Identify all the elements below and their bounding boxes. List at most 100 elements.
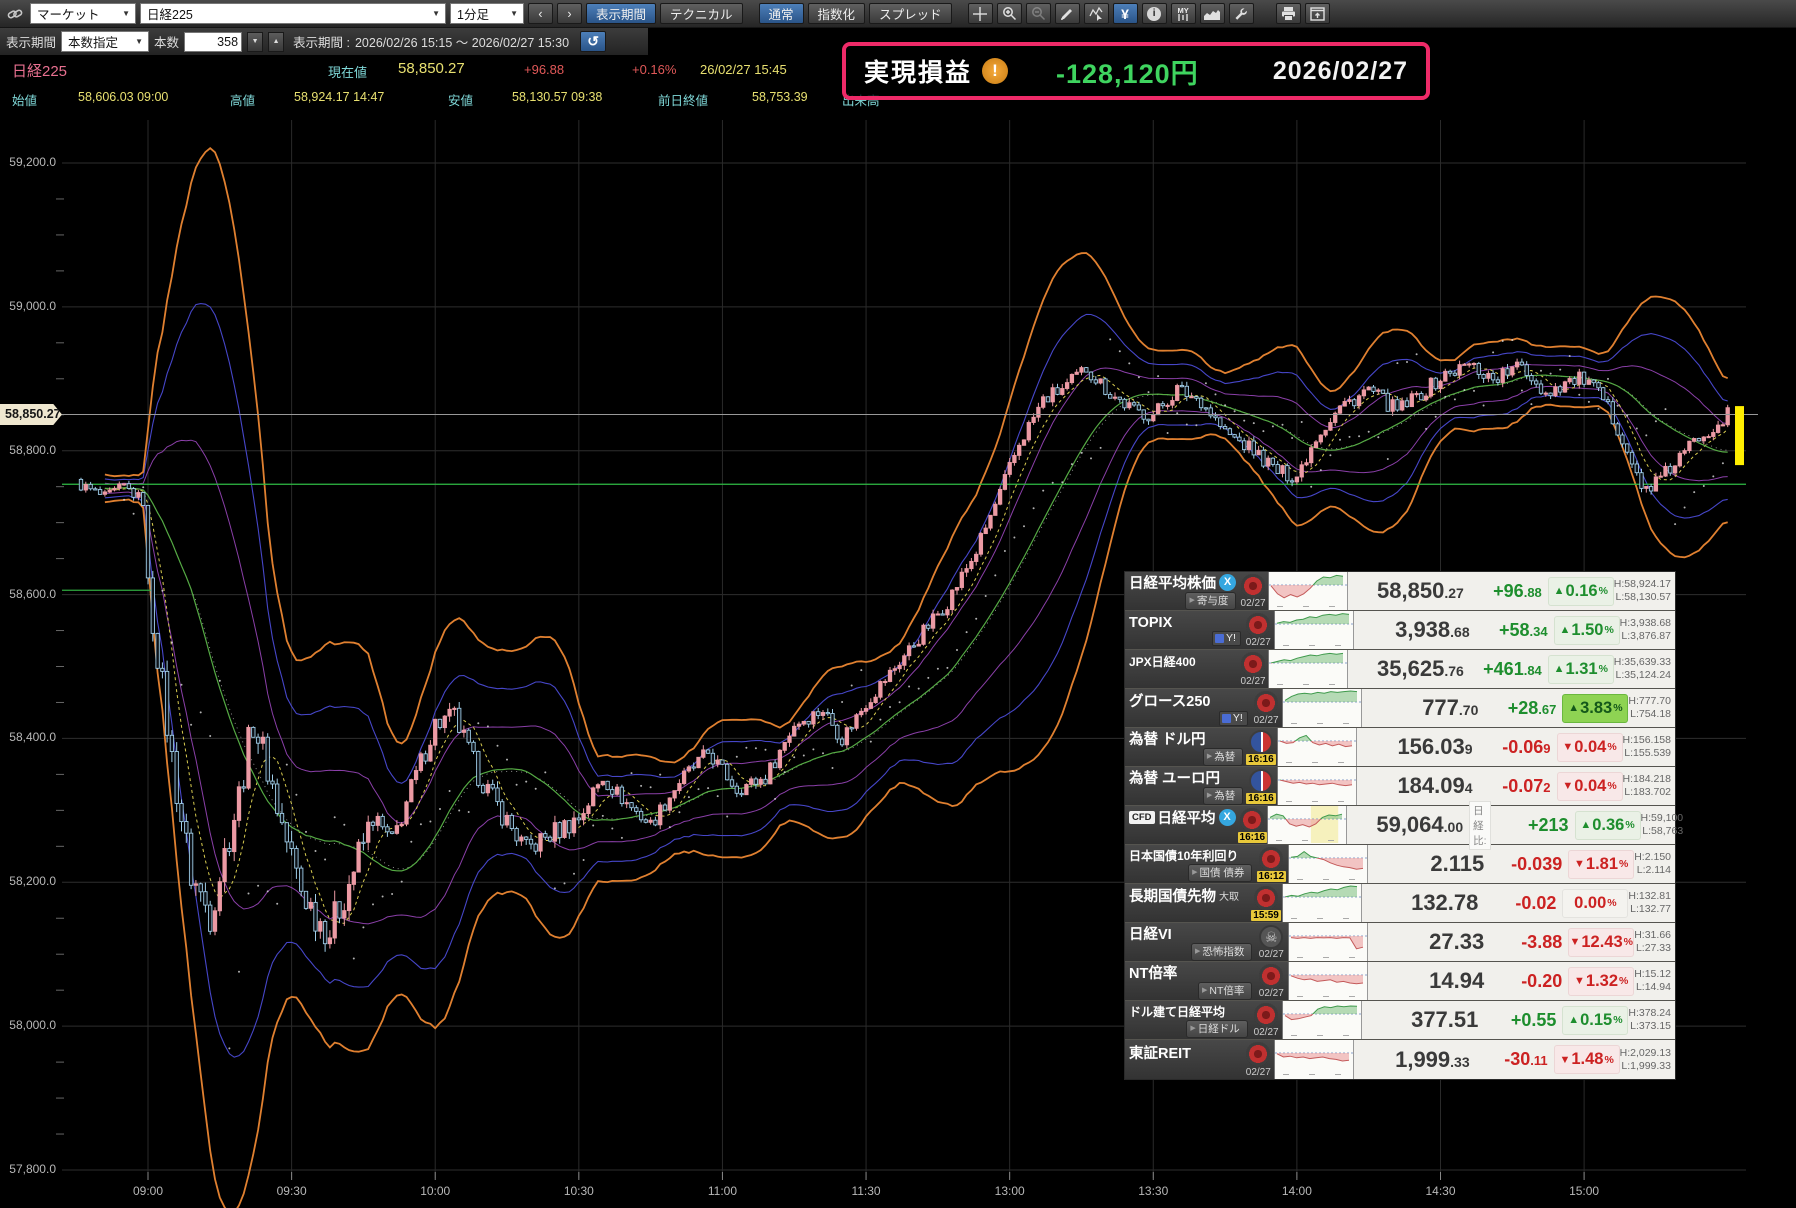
- count-decrement-button[interactable]: ▼: [247, 31, 264, 52]
- current-price-tag: 58,850.27: [0, 404, 62, 425]
- quote-timestamp: 02/27: [1253, 715, 1279, 726]
- symbol-select-value: 日経225: [147, 8, 193, 22]
- direction-triangle-icon: ▼: [1559, 1053, 1571, 1066]
- direction-triangle-icon: ▲: [1568, 1014, 1580, 1026]
- watchlist-row[interactable]: 為替 ドル円 ▶ 為替 16:16 156.039 -0.069 ▼ 0.04% H…: [1125, 728, 1675, 767]
- instrument-name: JPX日経400: [1129, 655, 1196, 669]
- link-icon[interactable]: [4, 3, 26, 25]
- watchlist-row[interactable]: ドル建て日経平均 ▶ 日経ドル 02/27 377.51 +0.55 ▲ 0.15%…: [1125, 1001, 1675, 1040]
- watchlist-row[interactable]: 東証REIT 02/27 1,999.33 -30.11 ▼ 1.48% H:2,…: [1125, 1040, 1675, 1079]
- x-share-icon[interactable]: X: [1218, 809, 1236, 826]
- popup-window-button[interactable]: [1304, 3, 1330, 24]
- next-button[interactable]: ›: [557, 3, 582, 24]
- draw-button[interactable]: [1054, 3, 1080, 24]
- instrument-value: 3,938.68: [1395, 617, 1470, 642]
- mini-chart: [1288, 845, 1369, 883]
- x-axis-label: 13:00: [994, 1184, 1025, 1198]
- watchlist-row[interactable]: 為替 ユーロ円 ▶ 為替 16:16 184.094 -0.072 ▼ 0.04% …: [1125, 767, 1675, 806]
- period-label: 表示期間: [6, 36, 57, 50]
- y-axis-label: 59,000.0: [9, 298, 56, 313]
- watchlist-row[interactable]: グロース250 Y! 02/27 777.70 +28.67 ▲ 3.83% H:…: [1125, 689, 1675, 728]
- technical-button[interactable]: テクニカル: [660, 3, 743, 24]
- instrument-name: NT倍率: [1129, 966, 1178, 983]
- spread-mode-button[interactable]: スプレッド: [869, 3, 952, 24]
- watchlist-row[interactable]: CFD 日経平均 X 16:16 59,064.00 日経比: +213 ▲ 0.…: [1125, 800, 1683, 850]
- instrument-value: 777.70: [1422, 695, 1479, 720]
- market-select[interactable]: マーケット ▼: [30, 3, 136, 24]
- count-increment-button[interactable]: ▲: [268, 31, 285, 52]
- direction-triangle-icon: ▼: [1574, 975, 1585, 987]
- instrument-value: 132.78: [1411, 890, 1479, 915]
- mini-chart: [1273, 611, 1354, 649]
- print-button[interactable]: [1275, 3, 1301, 24]
- crosshair-button[interactable]: [967, 3, 993, 24]
- arrow-right-icon: ▶: [1192, 869, 1198, 876]
- period-mode-select[interactable]: 本数指定 ▼: [61, 31, 150, 52]
- area-chart-icon: [1204, 9, 1221, 20]
- instrument-change: -0.039: [1511, 853, 1563, 874]
- quote-timestamp: 02/27: [1245, 1067, 1271, 1078]
- watchlist-row[interactable]: 日本国債10年利回り ▶ 国債 債券 16:12 2.115 -0.039 ▼ 1.…: [1125, 845, 1675, 884]
- high-low: H:35,639.33 L:35,124.24: [1613, 656, 1671, 681]
- bar-count-input[interactable]: [184, 31, 243, 52]
- sub-link-button[interactable]: ▶ 為替: [1202, 786, 1244, 805]
- yahoo-finance-button[interactable]: Y!: [1212, 631, 1241, 646]
- instrument-value: 35,625.76: [1377, 656, 1464, 681]
- prev-button[interactable]: ‹: [528, 3, 553, 24]
- instrument-value: 1,999.33: [1395, 1046, 1470, 1072]
- interval-select[interactable]: 1分足 ▼: [450, 3, 524, 24]
- alert-icon[interactable]: !: [982, 58, 1009, 84]
- direction-triangle-icon: ▼: [1562, 780, 1574, 792]
- normal-mode-button[interactable]: 通常: [758, 3, 804, 24]
- info-button[interactable]: i: [1141, 3, 1167, 24]
- sub-link-button[interactable]: ▶ 日経ドル: [1186, 1019, 1248, 1038]
- x-share-icon[interactable]: X: [1219, 574, 1236, 592]
- watchlist-row[interactable]: 日経VI ▶ 恐怖指数 ☠ 02/27 27.33 -3.88 ▼ 12.43% H…: [1125, 923, 1675, 962]
- chevron-down-icon: ▼: [510, 9, 518, 18]
- my-settings-button[interactable]: MY: [1170, 3, 1196, 24]
- display-period-button[interactable]: 表示期間: [586, 3, 657, 24]
- exchange-suffix: 大取: [1219, 892, 1239, 903]
- pnl-value: -128,120円: [1056, 58, 1199, 89]
- instrument-name: 長期国債先物: [1129, 889, 1216, 905]
- watchlist-row[interactable]: 日経平均株価 X ▶ 寄与度 02/27 58,850.27 +96.88 ▲ 0.…: [1125, 572, 1675, 611]
- yen-display-button[interactable]: ¥: [1112, 3, 1138, 24]
- sub-link-button[interactable]: ▶ 国債 債券: [1188, 863, 1253, 882]
- sub-link-button[interactable]: ▶ 寄与度: [1185, 591, 1237, 610]
- sub-link-button[interactable]: ▶ NT倍率: [1198, 981, 1253, 1000]
- indexed-mode-button[interactable]: 指数化: [807, 3, 866, 24]
- watchlist-row[interactable]: JPX日経400 02/27 35,625.76 +461.84 ▲ 1.31% …: [1125, 650, 1675, 689]
- watchlist-row[interactable]: TOPIX Y! 02/27 3,938.68 +58.34 ▲ 1.50% H:…: [1125, 611, 1675, 650]
- watchlist-row[interactable]: 長期国債先物 大取 15:59 132.78 -0.02 0.00% H:132…: [1125, 884, 1675, 923]
- high-low: H:184.218 L:183.702: [1622, 773, 1671, 798]
- chart-style-button[interactable]: [1199, 3, 1225, 24]
- watchlist-row[interactable]: NT倍率 ▶ NT倍率 02/27 14.94 -0.20 ▼ 1.32% H:15…: [1125, 962, 1675, 1001]
- zoom-out-icon: [1031, 7, 1045, 21]
- change-pct-badge: ▼ 1.32%: [1568, 966, 1635, 996]
- change-pct-badge: ▼ 1.81%: [1568, 849, 1635, 879]
- zoom-in-button[interactable]: [996, 3, 1022, 24]
- settings-button[interactable]: [1228, 3, 1254, 24]
- chart-pointer-button[interactable]: [1083, 3, 1109, 24]
- instrument-name: 為替 ユーロ円: [1129, 771, 1221, 788]
- instrument-change: +461.84: [1483, 658, 1542, 679]
- quote-timestamp: 02/27: [1258, 988, 1284, 999]
- price-change: +96.88: [524, 62, 565, 77]
- chevron-down-icon: ▼: [122, 9, 130, 18]
- y-axis-label: 58,000.0: [9, 1018, 56, 1033]
- yahoo-finance-button[interactable]: Y!: [1218, 711, 1248, 726]
- zoom-out-button[interactable]: [1025, 3, 1051, 24]
- x-axis-label: 15:00: [1569, 1184, 1600, 1198]
- low-value: 58,130.57 09:38: [512, 90, 603, 104]
- popup-window-icon: [1309, 6, 1325, 21]
- sub-link-button[interactable]: ▶ 恐怖指数: [1191, 942, 1253, 961]
- quote-timestamp: 16:16: [1246, 754, 1276, 765]
- x-axis-label: 11:30: [851, 1184, 881, 1198]
- reload-range-button[interactable]: ↺: [580, 31, 607, 52]
- symbol-select[interactable]: 日経225 ▼: [140, 3, 446, 24]
- x-axis-label: 13:30: [1138, 1184, 1169, 1198]
- sub-link-button[interactable]: ▶ 為替: [1202, 747, 1244, 766]
- country-flag-icon: [1248, 730, 1273, 754]
- change-pct-badge: ▼ 0.04%: [1556, 732, 1623, 762]
